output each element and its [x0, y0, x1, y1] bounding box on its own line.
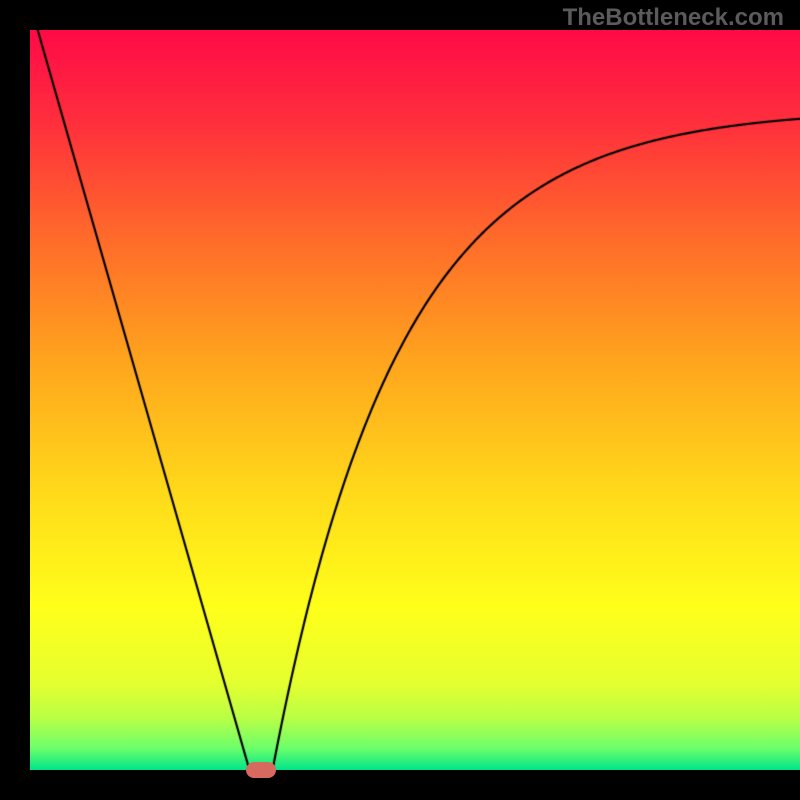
watermark-text: TheBottleneck.com — [563, 4, 784, 32]
bottleneck-curve — [0, 0, 800, 800]
optimal-point-marker — [246, 762, 276, 778]
chart-root: TheBottleneck.com — [0, 0, 800, 800]
